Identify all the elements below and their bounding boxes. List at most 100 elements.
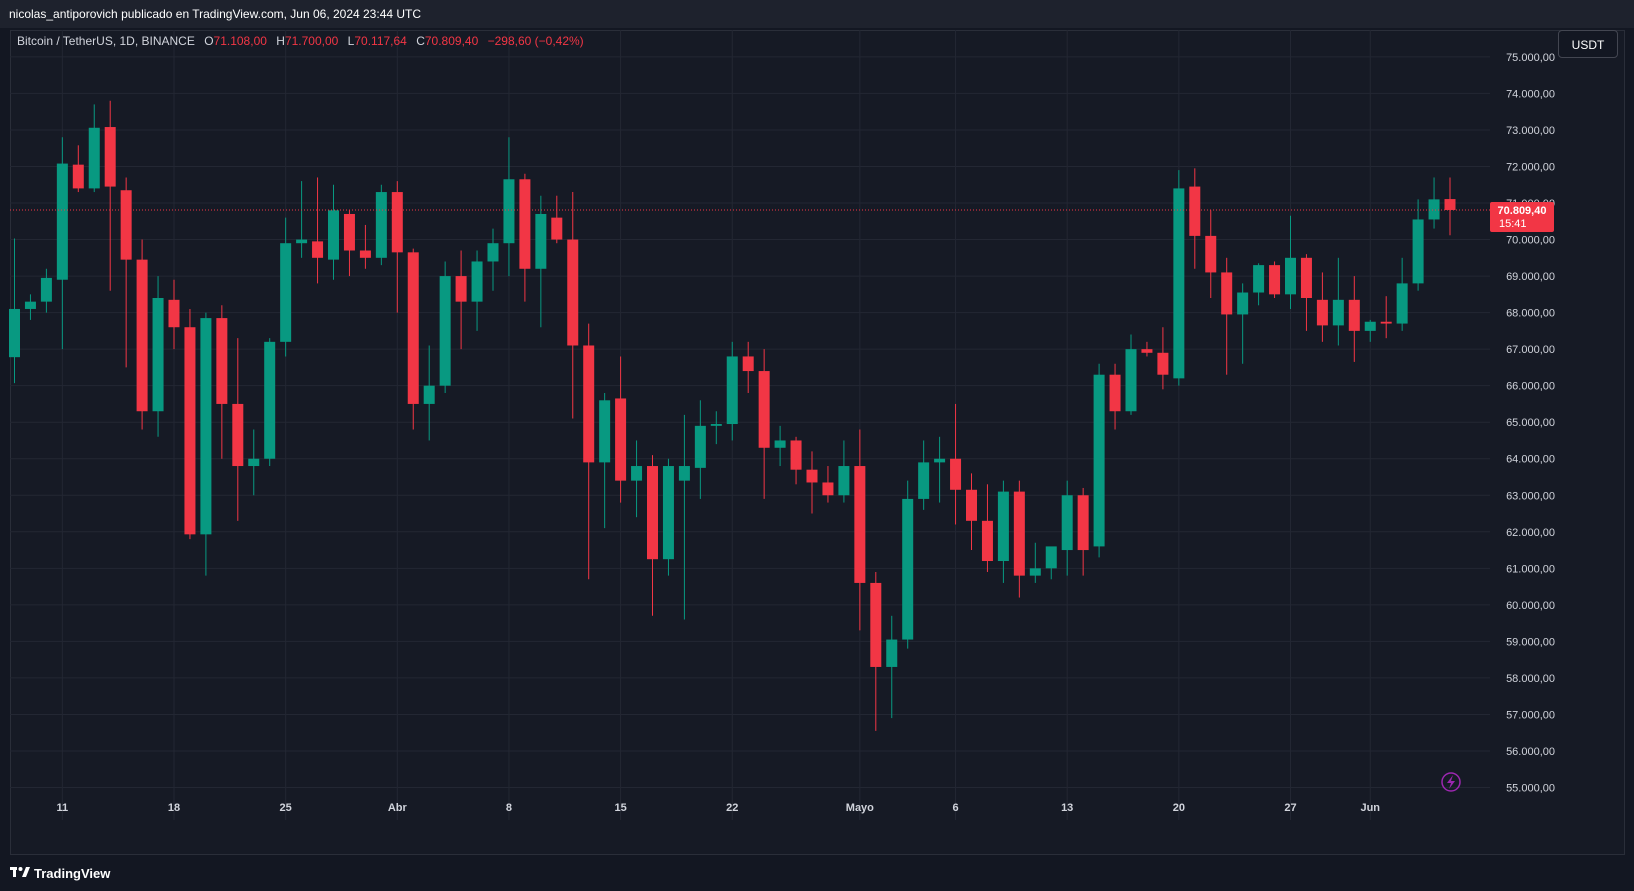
candle-body [599, 400, 611, 463]
y-tick-label: 55.000,00 [1506, 783, 1555, 795]
candle-body [152, 297, 164, 412]
candle-body [423, 385, 435, 404]
x-tick-label: Abr [388, 802, 408, 814]
publisher-line: nicolas_antiporovich publicado en Tradin… [9, 7, 422, 21]
candle-body [248, 458, 260, 467]
candle-body [104, 127, 116, 187]
candle-body [1348, 299, 1360, 331]
candle-body [1396, 283, 1408, 324]
publish-header: nicolas_antiporovich publicado en Tradin… [0, 0, 1634, 28]
candle-body [88, 127, 100, 189]
brand-label: TradingView [34, 866, 111, 881]
x-tick-label: 15 [614, 802, 626, 814]
y-tick-label: 62.000,00 [1506, 527, 1555, 539]
candle-body [216, 318, 228, 404]
x-tick-label: 20 [1173, 802, 1185, 814]
candle-body [1109, 374, 1121, 412]
y-tick-label: 70.000,00 [1506, 235, 1555, 247]
currency-unit-button[interactable]: USDT [1558, 30, 1618, 58]
candle-body [1077, 495, 1089, 551]
y-tick-label: 75.000,00 [1506, 52, 1555, 64]
x-tick-label: 22 [726, 802, 738, 814]
close-label: C [416, 34, 425, 48]
candle-body [503, 179, 515, 244]
candle-body [200, 318, 212, 535]
candle-body [9, 308, 20, 358]
low-value: 70.117,64 [354, 34, 407, 48]
candle-body [1189, 186, 1201, 236]
candle-body [40, 277, 52, 302]
y-tick-label: 67.000,00 [1506, 344, 1555, 356]
y-tick-label: 72.000,00 [1506, 161, 1555, 173]
candle-body [583, 345, 595, 463]
candle-body [328, 210, 339, 260]
candle-body [726, 356, 738, 425]
candle-body [1173, 188, 1185, 379]
y-tick-label: 57.000,00 [1506, 709, 1555, 721]
high-label: H [276, 34, 285, 48]
y-tick-label: 59.000,00 [1506, 636, 1555, 648]
chart-frame[interactable] [10, 30, 1625, 855]
candle-body [296, 239, 308, 244]
y-tick-label: 66.000,00 [1506, 381, 1555, 393]
y-tick-label: 69.000,00 [1506, 271, 1555, 283]
candle-body [1029, 568, 1041, 576]
candle-body [1269, 265, 1281, 295]
candle-body [120, 190, 132, 260]
candle-body [694, 425, 706, 468]
low-label: L [347, 34, 355, 48]
lightning-icon[interactable] [1441, 772, 1461, 792]
candle-body [1428, 199, 1440, 220]
candle-body [631, 466, 643, 481]
candle-body [934, 458, 946, 463]
candle-body [136, 259, 148, 412]
y-tick-label: 74.000,00 [1506, 88, 1555, 100]
x-tick-label: 27 [1284, 802, 1296, 814]
candle-body [838, 466, 850, 496]
candle-body [343, 213, 355, 251]
candle-body [72, 164, 84, 189]
candle-body [870, 582, 882, 667]
candle-body [264, 341, 276, 459]
candle-body [280, 243, 292, 342]
candle-body [471, 261, 483, 302]
candle-body [455, 276, 467, 302]
candle-body [918, 462, 930, 499]
y-tick-label: 64.000,00 [1506, 454, 1555, 466]
tradingview-brand[interactable]: TradingView [10, 866, 110, 881]
candle-body [1380, 321, 1392, 324]
y-tick-label: 56.000,00 [1506, 746, 1555, 758]
last-price-value: 70.809,40 [1498, 205, 1547, 217]
candle-body [854, 466, 866, 583]
candle-body [535, 213, 547, 269]
candle-body [822, 482, 834, 496]
candle-body [232, 403, 244, 467]
candle-body [902, 498, 914, 640]
symbol-legend: Bitcoin / TetherUS, 1D, BINANCE O71.108,… [17, 34, 584, 48]
candle-body [678, 466, 690, 481]
candle-body [1444, 199, 1456, 210]
candle-body [1332, 299, 1344, 326]
candle-body [1253, 265, 1265, 293]
last-price-tag [1490, 201, 1554, 232]
y-tick-label: 63.000,00 [1506, 490, 1555, 502]
open-label: O [204, 34, 214, 48]
candle-body [1364, 321, 1376, 331]
candle-body [886, 639, 898, 667]
candle-body [1141, 349, 1153, 353]
candle-body [184, 327, 196, 535]
candle-body [375, 192, 387, 258]
candle-body [950, 458, 962, 490]
candle-body [1285, 257, 1296, 295]
candle-body [1205, 235, 1217, 273]
candle-body [774, 440, 786, 448]
bar-countdown: 15:41 [1499, 218, 1527, 230]
candle-body [407, 252, 419, 404]
candle-body [24, 301, 36, 309]
symbol-name: Bitcoin / TetherUS, 1D, BINANCE [17, 34, 195, 48]
change-value: −298,60 (−0,42%) [487, 34, 584, 48]
candle-body [439, 276, 451, 386]
candle-body [710, 424, 722, 426]
candle-body [1412, 219, 1424, 284]
